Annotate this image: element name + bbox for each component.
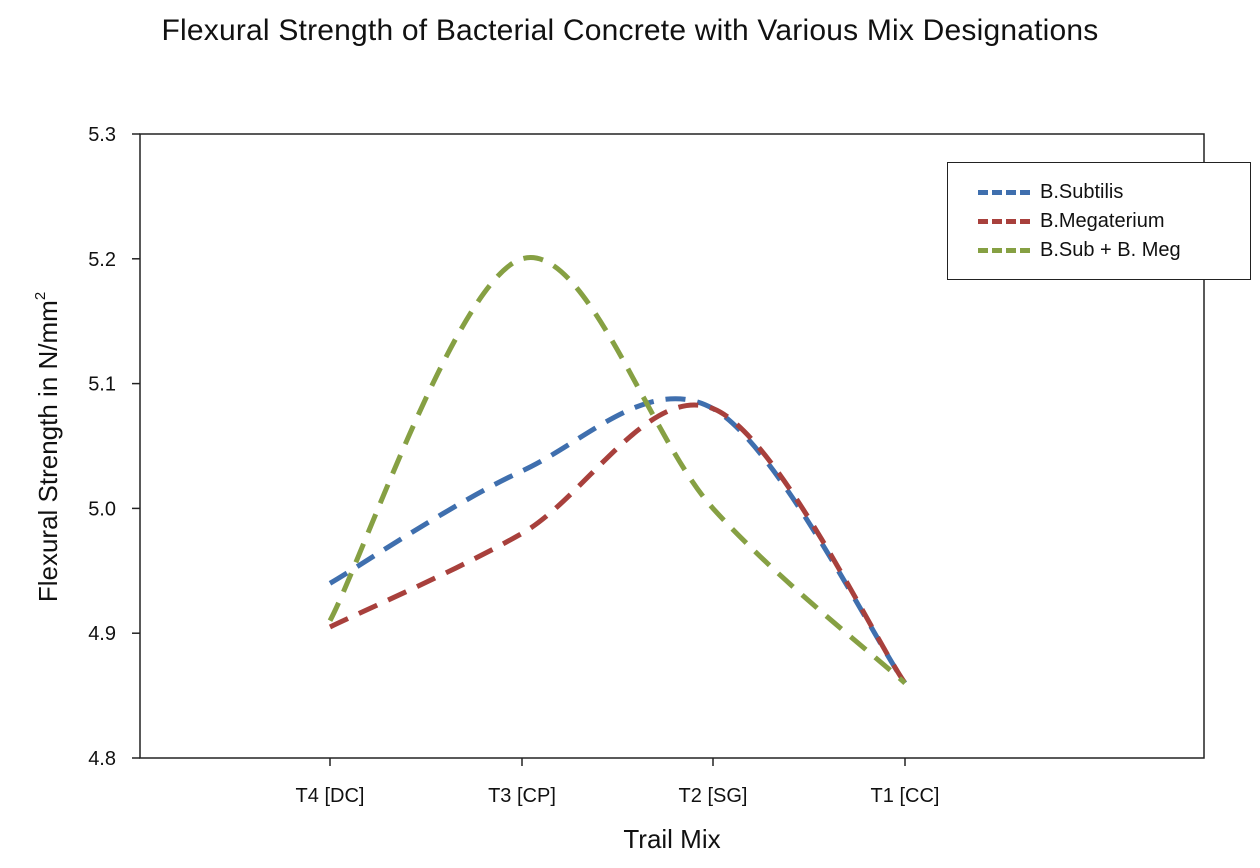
legend-label-b-subtilis: B.Subtilis xyxy=(1040,180,1124,203)
chart-title: Flexural Strength of Bacterial Concrete … xyxy=(161,14,1099,47)
y-axis-title-superscript: 2 xyxy=(32,291,49,301)
x-axis: T4 [DC] T3 [CP] T2 [SG] T1 [CC] xyxy=(296,758,940,807)
series-line-b-sub-b-meg xyxy=(327,255,907,685)
legend-item-b-megaterium: B.Megaterium xyxy=(978,207,1165,235)
x-tick-label: T3 [CP] xyxy=(488,785,556,807)
legend-label-b-megaterium: B.Megaterium xyxy=(1040,209,1165,232)
y-tick-label: 4.9 xyxy=(88,623,116,645)
series-line-b-megaterium xyxy=(328,402,908,685)
y-tick-label: 5.3 xyxy=(88,124,116,146)
x-tick-label: T1 [CC] xyxy=(871,785,940,807)
y-tick-label: 5.2 xyxy=(88,249,116,271)
y-tick-label: 5.0 xyxy=(88,498,116,520)
x-tick-label: T4 [DC] xyxy=(296,785,365,807)
legend-item-b-sub-b-meg: B.Sub + B. Meg xyxy=(978,236,1181,264)
legend-item-b-subtilis: B.Subtilis xyxy=(978,178,1123,206)
y-tick-label: 4.8 xyxy=(88,748,116,770)
x-tick-label: T2 [SG] xyxy=(679,785,748,807)
legend-swatch-b-subtilis xyxy=(978,189,1030,195)
series-line-b-subtilis xyxy=(328,396,908,685)
plot-frame xyxy=(139,133,1205,759)
legend-label-b-sub-b-meg: B.Sub + B. Meg xyxy=(1040,238,1181,261)
y-tick-label: 5.1 xyxy=(88,374,116,396)
legend-swatch-b-megaterium xyxy=(978,218,1030,224)
series-group xyxy=(327,255,908,685)
y-axis-title-text: Flexural Strength in N/mm xyxy=(33,300,63,603)
x-axis-title: Trail Mix xyxy=(623,824,721,854)
y-axis: 4.8 4.9 5.0 5.1 5.2 5.3 xyxy=(88,124,140,770)
legend-swatch-b-sub-b-meg xyxy=(978,247,1030,253)
y-axis-title: Flexural Strength in N/mm2 xyxy=(32,292,64,602)
legend: B.Subtilis B.Megaterium B.Sub + B. Meg xyxy=(947,162,1251,280)
